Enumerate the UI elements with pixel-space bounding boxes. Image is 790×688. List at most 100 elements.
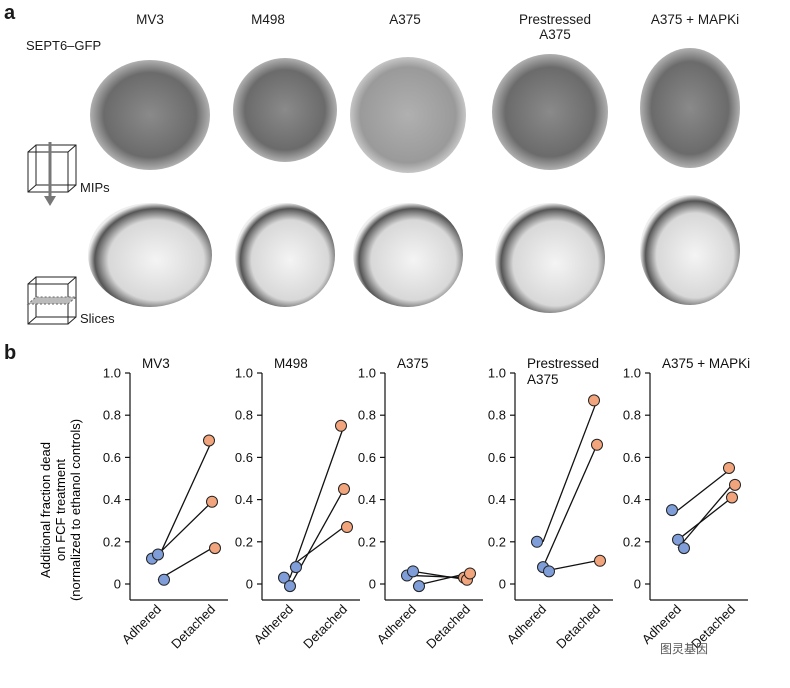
- pair-line: [289, 526, 345, 568]
- adhered-point: [413, 580, 425, 593]
- column-title-a375: A375: [389, 12, 421, 27]
- pair-line: [677, 496, 733, 541]
- y-tick-label: 0: [114, 577, 121, 592]
- adhered-point: [158, 573, 170, 586]
- pair-line: [157, 547, 213, 581]
- y-tick-label: 0.4: [488, 492, 506, 507]
- adhered-point: [531, 535, 543, 548]
- adhered-point: [290, 561, 302, 574]
- y-tick-label: 1.0: [235, 366, 253, 381]
- adhered-point: [672, 533, 684, 546]
- pair-line: [157, 440, 213, 559]
- y-tick-label: 0.4: [235, 492, 253, 507]
- y-tick-label: 0: [369, 577, 376, 592]
- detached-point: [588, 394, 600, 407]
- cell-mip-prestressed-a375: [492, 54, 608, 170]
- watermark: 图灵基因: [660, 642, 709, 656]
- x-tick-label: Detached: [168, 602, 218, 652]
- y-tick-label: 0.6: [103, 450, 121, 465]
- y-axis-title-line: on FCF treatment: [53, 459, 68, 561]
- slice-cube-icon: [26, 276, 78, 325]
- x-tick-label: Detached: [553, 602, 603, 652]
- column-title-m498: M498: [251, 12, 285, 27]
- detached-point: [723, 461, 735, 474]
- detached-point: [203, 434, 215, 447]
- panel-title: Prestressed: [527, 356, 599, 371]
- cell-mip-a375: [350, 57, 466, 173]
- mip-cube-icon: [27, 142, 77, 206]
- pair-line: [677, 484, 733, 549]
- y-tick-label: 0.6: [623, 450, 641, 465]
- fraction-dead-plots: Additional fraction dead on FCF treatment…: [38, 356, 750, 652]
- detached-point: [594, 554, 606, 567]
- y-tick-label: 0.8: [358, 408, 376, 423]
- column-title-prestressed-a375: Prestressed A375: [518, 12, 592, 42]
- y-tick-label: 1.0: [488, 366, 506, 381]
- panel-a-letter: a: [4, 2, 16, 24]
- y-tick-label: 0.6: [358, 450, 376, 465]
- detached-point: [206, 495, 218, 508]
- cell-slice-mv3: [88, 203, 212, 307]
- y-tick-label: 0.8: [235, 408, 253, 423]
- detached-point: [729, 478, 741, 491]
- adhered-point: [543, 565, 555, 578]
- x-tick-label: Adhered: [119, 602, 164, 647]
- adhered-point: [278, 571, 290, 584]
- x-tick-label: Adhered: [251, 602, 296, 647]
- y-tick-label: 0.2: [103, 534, 121, 549]
- y-axis-title-line: (normalized to ethanol controls): [68, 419, 83, 601]
- detached-point: [726, 491, 738, 504]
- pair-line: [542, 400, 598, 543]
- x-tick-label: Detached: [300, 602, 350, 652]
- y-tick-label: 0: [499, 577, 506, 592]
- y-tick-label: 1.0: [103, 366, 121, 381]
- detached-point: [209, 542, 221, 555]
- slice-label: Slices: [80, 311, 115, 326]
- y-tick-label: 1.0: [358, 366, 376, 381]
- y-tick-label: 0.4: [623, 492, 641, 507]
- adhered-point: [152, 548, 164, 561]
- panel-title: A375: [397, 356, 429, 371]
- detached-point: [338, 483, 350, 496]
- x-tick-label: Detached: [423, 602, 473, 652]
- panel-title: A375 + MAPKi: [662, 356, 750, 371]
- cell-mip-m498: [233, 58, 337, 162]
- column-title-mv3: MV3: [136, 12, 164, 27]
- y-tick-label: 0.6: [488, 450, 506, 465]
- y-tick-label: 0.2: [623, 534, 641, 549]
- y-tick-label: 0.2: [235, 534, 253, 549]
- x-tick-label: Adhered: [374, 602, 419, 647]
- adhered-point: [678, 542, 690, 555]
- y-tick-label: 0.4: [358, 492, 376, 507]
- detached-point: [341, 521, 353, 534]
- panel-title: A375: [527, 372, 559, 387]
- y-tick-label: 0.8: [488, 408, 506, 423]
- microscopy-grid: [88, 48, 740, 313]
- y-tick-label: 0.2: [488, 534, 506, 549]
- cell-slice-a375-mapki: [640, 195, 740, 305]
- y-tick-label: 0: [634, 577, 641, 592]
- pair-line: [677, 467, 733, 511]
- y-tick-label: 0.8: [103, 408, 121, 423]
- column-title-a375-mapki: A375 + MAPKi: [650, 12, 740, 27]
- detached-point: [335, 419, 347, 432]
- detached-point: [464, 567, 476, 580]
- pair-line: [412, 570, 468, 581]
- cell-slice-a375: [353, 203, 463, 307]
- pair-line: [289, 425, 345, 578]
- panel-title: MV3: [142, 356, 170, 371]
- cell-slice-m498: [235, 203, 335, 307]
- pair-line: [412, 574, 468, 579]
- pair-line: [157, 501, 213, 555]
- y-tick-label: 1.0: [623, 366, 641, 381]
- cell-slice-prestressed-a375: [495, 203, 605, 313]
- stain-label: SEPT6–GFP: [26, 38, 102, 53]
- y-axis-title-line: Additional fraction dead: [38, 442, 53, 578]
- mip-label: MIPs: [80, 180, 110, 195]
- y-tick-label: 0: [246, 577, 253, 592]
- pair-line: [542, 444, 598, 568]
- adhered-point: [284, 580, 296, 593]
- y-tick-label: 0.8: [623, 408, 641, 423]
- adhered-point: [407, 565, 419, 578]
- panel-b-letter: b: [4, 342, 17, 364]
